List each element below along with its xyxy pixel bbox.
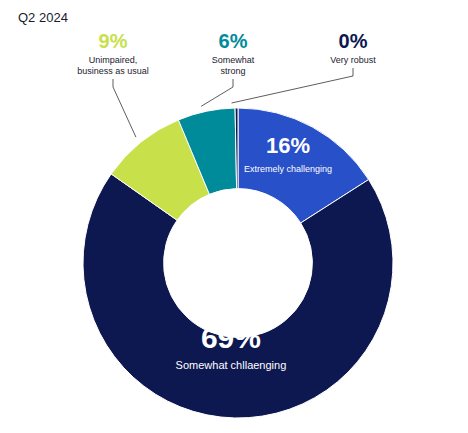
svg-text:6%: 6%: [219, 30, 248, 52]
svg-text:Somewhatstrong: Somewhatstrong: [212, 55, 255, 76]
svg-text:Unimpaired,business as usual: Unimpaired,business as usual: [77, 55, 149, 76]
html-text:Q2 2024: Q2 2024: [18, 10, 68, 25]
svg-text:69%: 69%: [201, 321, 261, 354]
svg-text:16%: 16%: [266, 133, 310, 158]
svg-text:Somewhat chll​aenging: Somewhat chll​aenging: [176, 359, 287, 371]
svg-text:Very robust: Very robust: [330, 55, 376, 65]
svg-text:0%: 0%: [339, 30, 368, 52]
svg-text:Extremely challenging: Extremely challenging: [244, 164, 332, 174]
svg-text:9%: 9%: [99, 30, 128, 52]
